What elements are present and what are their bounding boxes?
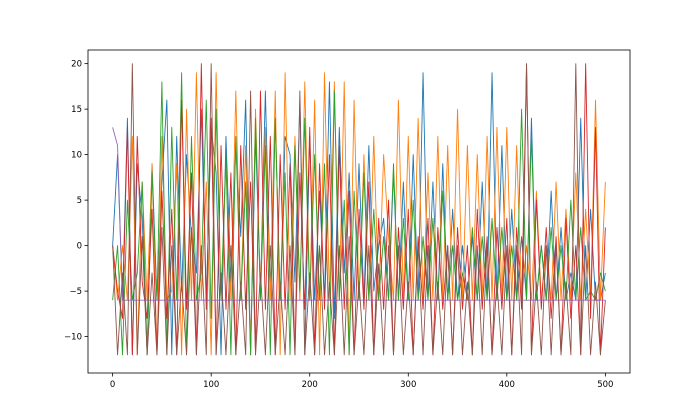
x-tick-label: 400 [499, 380, 515, 390]
axes-frame [87, 49, 631, 374]
x-tick-label: 300 [400, 380, 416, 390]
x-axis: 0 100 200 300 400 500 [110, 373, 613, 390]
series-line-6 [112, 63, 606, 356]
plot-area [112, 63, 606, 356]
y-tick-label: −10 [64, 333, 82, 343]
series-line-5 [112, 127, 606, 301]
y-tick-label: 10 [71, 151, 82, 161]
y-tick-label: 15 [71, 105, 82, 115]
x-tick-label: 500 [597, 380, 613, 390]
x-tick-label: 200 [302, 380, 318, 390]
y-tick-label: 20 [71, 60, 82, 70]
x-tick-label: 0 [110, 380, 115, 390]
y-tick-label: 5 [77, 196, 82, 206]
x-tick-label: 100 [203, 380, 219, 390]
series-line-4 [112, 63, 606, 356]
y-tick-label: −5 [69, 287, 82, 297]
y-axis: −10 −5 0 5 10 15 20 [64, 60, 88, 343]
y-tick-label: 0 [77, 242, 82, 252]
